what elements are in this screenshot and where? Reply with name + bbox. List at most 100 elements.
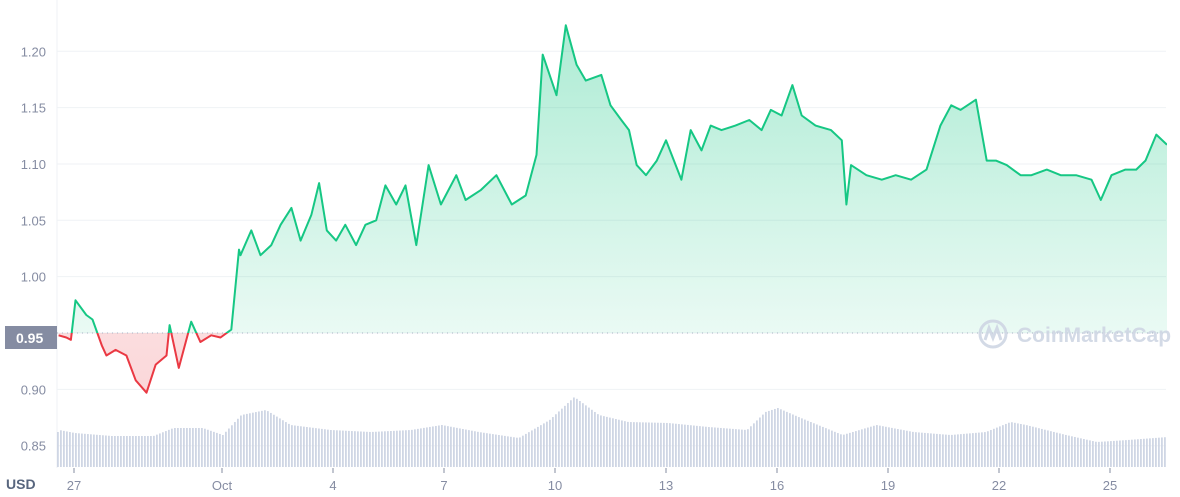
- volume-bar: [1029, 425, 1031, 467]
- volume-bar: [768, 410, 770, 467]
- x-tick-label: 10: [548, 478, 562, 493]
- volume-bar: [285, 422, 287, 467]
- volume-bar: [1158, 437, 1160, 467]
- volume-bar: [66, 431, 68, 467]
- volume-bar: [585, 405, 587, 467]
- volume-bar: [615, 419, 617, 467]
- volume-bar: [972, 433, 974, 467]
- x-tick-label: 7: [440, 478, 447, 493]
- volume-bar: [408, 430, 410, 467]
- volume-bar: [75, 433, 77, 467]
- x-tick-label: 4: [329, 478, 336, 493]
- volume-bar: [468, 430, 470, 467]
- volume-bar: [417, 428, 419, 467]
- volume-bar: [651, 422, 653, 467]
- volume-bar: [354, 431, 356, 467]
- volume-bar: [813, 423, 815, 467]
- volume-bar: [282, 420, 284, 467]
- volume-bar: [1131, 439, 1133, 467]
- volume-bar: [1017, 423, 1019, 467]
- volume-bar: [231, 425, 233, 467]
- volume-bar: [948, 434, 950, 467]
- volume-bar: [177, 428, 179, 467]
- volume-bar: [240, 415, 242, 467]
- volume-bar: [903, 430, 905, 467]
- volume-bar: [1098, 441, 1100, 467]
- volume-bar: [762, 414, 764, 467]
- volume-bar: [792, 414, 794, 467]
- volume-bar: [1041, 428, 1043, 467]
- volume-bar: [1077, 437, 1079, 467]
- volume-bar: [225, 431, 227, 467]
- volume-bar: [414, 429, 416, 467]
- volume-bar: [120, 436, 122, 467]
- volume-bar: [660, 422, 662, 467]
- volume-bar: [840, 434, 842, 467]
- volume-bar: [882, 426, 884, 467]
- volume-bar: [624, 421, 626, 467]
- volume-bar: [156, 434, 158, 467]
- volume-bar: [1134, 439, 1136, 467]
- volume-bar: [273, 414, 275, 467]
- volume-bar: [84, 433, 86, 467]
- volume-bar: [72, 432, 74, 467]
- volume-bar: [342, 430, 344, 467]
- volume-bar: [384, 431, 386, 467]
- volume-bar: [330, 430, 332, 467]
- volume-bar: [711, 427, 713, 467]
- volume-bar: [933, 433, 935, 467]
- volume-bar: [723, 428, 725, 467]
- volume-bar: [741, 429, 743, 467]
- volume-bar: [186, 428, 188, 467]
- x-tick-label: Oct: [212, 478, 233, 493]
- price-line: [58, 24, 1167, 394]
- volume-bar: [561, 408, 563, 467]
- volume-bar: [180, 428, 182, 467]
- volume-bar: [315, 428, 317, 467]
- volume-bar: [1155, 437, 1157, 467]
- volume-bar: [294, 425, 296, 467]
- volume-bar: [549, 419, 551, 467]
- volume-bar: [390, 431, 392, 467]
- volume-bar: [1089, 440, 1091, 467]
- volume-bar: [318, 428, 320, 467]
- volume-bar: [639, 422, 641, 467]
- volume-bar: [717, 427, 719, 467]
- volume-bar: [228, 428, 230, 467]
- volume-bar: [69, 432, 71, 467]
- volume-bar: [1152, 438, 1154, 467]
- volume-bar: [552, 417, 554, 467]
- volume-bar: [546, 421, 548, 467]
- volume-bar: [477, 431, 479, 467]
- volume-bar: [738, 429, 740, 467]
- volume-bar: [1068, 435, 1070, 467]
- volume-bar: [1014, 422, 1016, 467]
- volume-bar: [1128, 439, 1130, 467]
- volume-bar: [429, 426, 431, 467]
- volume-bar: [705, 426, 707, 467]
- volume-bar: [222, 435, 224, 467]
- volume-bar: [774, 408, 776, 467]
- volume-bar: [99, 435, 101, 467]
- volume-bar: [1005, 423, 1007, 467]
- volume-bar: [63, 430, 65, 467]
- volume-bar: [603, 416, 605, 467]
- volume-bar: [405, 430, 407, 467]
- volume-bar: [297, 425, 299, 467]
- volume-bar: [789, 413, 791, 467]
- volume-bar: [366, 431, 368, 467]
- volume-bar: [636, 422, 638, 467]
- volume-bar: [582, 403, 584, 467]
- volume-bar: [1059, 433, 1061, 467]
- volume-bar: [345, 430, 347, 467]
- volume-bar: [162, 432, 164, 467]
- volume-bar: [132, 436, 134, 467]
- volume-bar: [471, 430, 473, 467]
- volume-bar: [1146, 438, 1148, 467]
- volume-bar: [780, 409, 782, 467]
- volume-bar: [174, 428, 176, 467]
- volume-bar: [489, 433, 491, 467]
- volume-bar: [474, 431, 476, 467]
- volume-bar: [438, 425, 440, 467]
- volume-bar: [300, 426, 302, 467]
